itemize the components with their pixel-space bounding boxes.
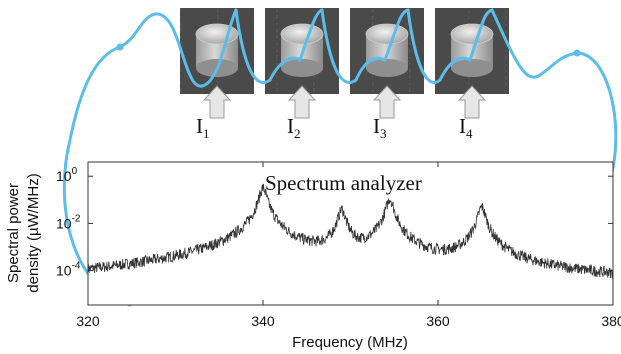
y-axis: 100 10-2 10-4 bbox=[56, 166, 613, 279]
x-tick-label: 380 bbox=[601, 313, 621, 329]
y-axis-label-line2: density (µW/MHz) bbox=[25, 173, 42, 292]
plot-area bbox=[87, 161, 614, 306]
connecting-wire bbox=[62, 8, 618, 307]
input-arrow-3 bbox=[372, 85, 402, 119]
chart-title: Spectrum analyzer bbox=[265, 171, 422, 195]
input-arrow-1 bbox=[202, 85, 232, 119]
x-axis: 320 340 360 380 bbox=[76, 162, 621, 329]
spectrum-plot: Spectrum analyzer 320 340 360 380 10010-210… bbox=[5, 161, 621, 351]
input-arrows bbox=[202, 85, 487, 119]
y-tick-label: 100 bbox=[56, 166, 78, 184]
resonator-label-3: I3 bbox=[373, 114, 387, 142]
input-arrow-2 bbox=[287, 85, 317, 119]
input-arrow-4 bbox=[457, 85, 487, 119]
x-tick-label: 360 bbox=[426, 313, 450, 329]
spectrum-trace bbox=[87, 183, 614, 279]
y-tick-label: 10-2 bbox=[56, 213, 81, 231]
resonator-label-2: I2 bbox=[287, 114, 301, 142]
resonator-photo-4 bbox=[435, 8, 509, 94]
x-tick-label: 340 bbox=[251, 313, 275, 329]
x-tick-label: 320 bbox=[76, 313, 100, 329]
resonator-photo-2 bbox=[265, 8, 339, 94]
connecting-wire-segment bbox=[234, 8, 442, 84]
y-tick-label: 10-4 bbox=[56, 261, 81, 279]
y-axis-label-line1: Spectral power bbox=[5, 183, 22, 283]
wire-junction-right bbox=[573, 49, 581, 57]
resonator-label-4: I4 bbox=[459, 114, 473, 142]
resonator-label-1: I1 bbox=[196, 114, 210, 142]
x-axis-label: Frequency (MHz) bbox=[292, 334, 408, 351]
wire-junction-left bbox=[116, 43, 124, 51]
